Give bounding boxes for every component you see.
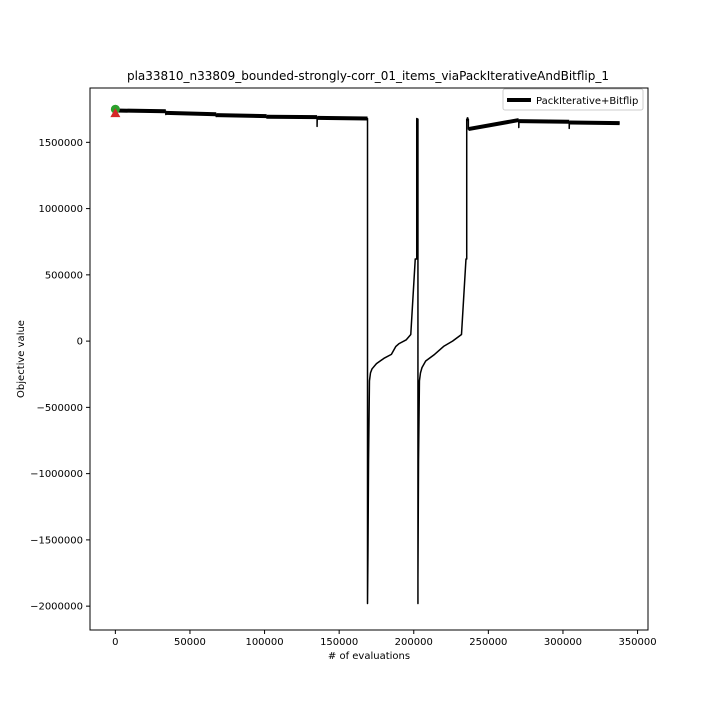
x-tick-label: 150000: [320, 637, 358, 648]
marker-layer: [110, 104, 121, 118]
y-tick-label: 500000: [45, 270, 83, 281]
y-tick-label: −2000000: [30, 602, 83, 613]
plot-area: [90, 88, 648, 630]
y-tick-label: 0: [77, 337, 83, 348]
series-plateau-segment: [317, 115, 368, 121]
series-plateau-segment: [519, 119, 570, 124]
y-tick-label: −1000000: [30, 469, 83, 480]
x-tick-label: 100000: [245, 637, 283, 648]
series-plateau-segment: [468, 118, 520, 132]
series-layer: [115, 108, 620, 605]
x-axis-ticks: 0 50000 100000 150000 200000 250000 300000 3500…: [112, 630, 657, 648]
x-tick-label: 250000: [469, 637, 507, 648]
x-tick-label: 200000: [395, 637, 433, 648]
legend-label: PackIterative+Bitflip: [536, 96, 638, 107]
x-tick-label: 350000: [618, 637, 656, 648]
y-tick-label: 1000000: [38, 204, 83, 215]
x-tick-label: 300000: [544, 637, 582, 648]
series-plateau-segment: [115, 108, 166, 114]
x-tick-label: 50000: [174, 637, 206, 648]
x-tick-label: 0: [112, 637, 118, 648]
chart-title: pla33810_n33809_bounded-strongly-corr_01…: [127, 69, 609, 83]
y-axis-title: Objective value: [16, 320, 27, 398]
start-point-marker: [110, 108, 121, 118]
y-tick-label: 1500000: [38, 138, 83, 149]
plot-frame: [89, 87, 649, 631]
series-plateau-segment: [216, 113, 267, 119]
series-plateau-segment: [166, 110, 217, 117]
legend: PackIterative+Bitflip: [502, 88, 644, 111]
legend-box: [502, 88, 644, 111]
y-axis-ticks: −2000000 −1500000 −1000000 −500000 0 500000 10…: [30, 138, 90, 613]
x-axis-title: # of evaluations: [328, 651, 410, 662]
series-line: [115, 109, 620, 605]
y-tick-label: −500000: [36, 403, 83, 414]
series-plateau-segment: [569, 120, 620, 126]
y-tick-label: −1500000: [30, 535, 83, 546]
